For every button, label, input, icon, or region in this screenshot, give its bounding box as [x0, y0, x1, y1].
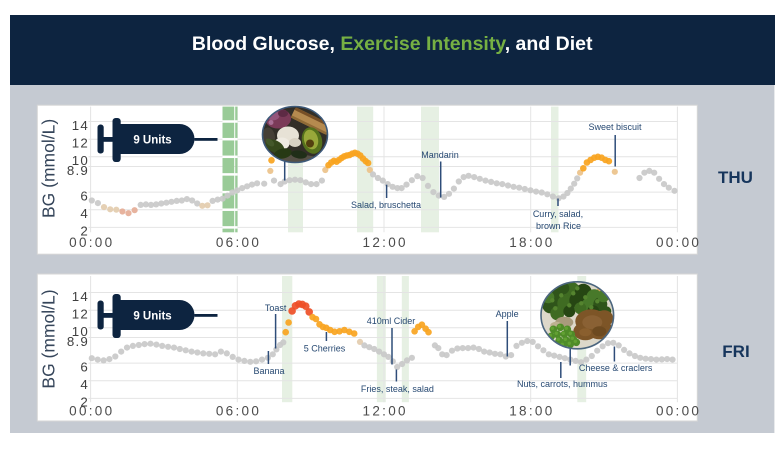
- svg-text:6: 6: [80, 188, 89, 203]
- svg-text:9 Units: 9 Units: [133, 135, 171, 147]
- svg-text:Curry, salad,: Curry, salad,: [533, 209, 583, 219]
- svg-text:14: 14: [72, 118, 89, 133]
- svg-text:BG (mmol/L): BG (mmol/L): [39, 289, 59, 388]
- svg-text:14: 14: [72, 289, 89, 304]
- svg-text:00:00: 00:00: [656, 235, 701, 250]
- svg-text:Fries, steak, salad: Fries, steak, salad: [361, 384, 434, 394]
- svg-text:06:00: 06:00: [216, 235, 261, 250]
- svg-text:410ml Cider: 410ml Cider: [367, 316, 416, 326]
- svg-text:Banana: Banana: [253, 366, 284, 376]
- svg-text:18:00: 18:00: [509, 235, 554, 250]
- svg-text:BG (mmol/L): BG (mmol/L): [39, 119, 59, 218]
- svg-text:06:00: 06:00: [216, 404, 261, 419]
- svg-text:Toast: Toast: [265, 303, 287, 313]
- svg-text:FRI: FRI: [722, 342, 749, 361]
- svg-text:00:00: 00:00: [69, 235, 114, 250]
- svg-text:Salad, bruschetta: Salad, bruschetta: [351, 200, 421, 210]
- svg-text:18:00: 18:00: [509, 404, 554, 419]
- svg-text:Apple: Apple: [496, 309, 519, 319]
- svg-text:10: 10: [72, 324, 89, 339]
- svg-text:12: 12: [72, 307, 89, 322]
- svg-text:2: 2: [80, 395, 89, 410]
- svg-text:Sweet biscuit: Sweet biscuit: [588, 122, 642, 132]
- svg-text:THU: THU: [718, 168, 753, 187]
- svg-text:4: 4: [80, 206, 89, 221]
- svg-text:Cheese & craclers: Cheese & craclers: [579, 363, 653, 373]
- svg-text:12:00: 12:00: [363, 404, 408, 419]
- svg-text:00:00: 00:00: [69, 404, 114, 419]
- svg-text:4: 4: [80, 377, 89, 392]
- svg-text:10: 10: [72, 153, 89, 168]
- svg-text:00:00: 00:00: [656, 404, 701, 419]
- svg-text:12: 12: [72, 136, 89, 151]
- svg-text:12:00: 12:00: [363, 235, 408, 250]
- svg-text:2: 2: [80, 224, 89, 239]
- svg-text:Mandarin: Mandarin: [421, 150, 459, 160]
- svg-text:8.9: 8.9: [67, 163, 89, 178]
- svg-text:5 Cherries: 5 Cherries: [304, 344, 346, 354]
- svg-text:8.9: 8.9: [67, 334, 89, 349]
- svg-text:6: 6: [80, 359, 89, 374]
- svg-text:Nuts, carrots, hummus: Nuts, carrots, hummus: [517, 379, 608, 389]
- svg-text:9 Units: 9 Units: [133, 311, 171, 323]
- svg-text:brown Rice: brown Rice: [536, 221, 581, 231]
